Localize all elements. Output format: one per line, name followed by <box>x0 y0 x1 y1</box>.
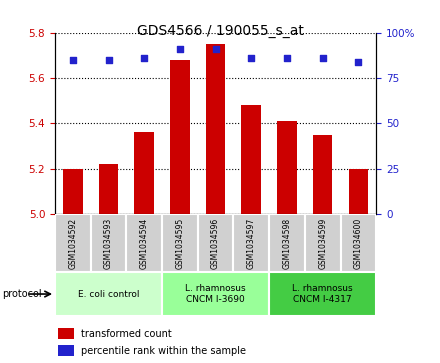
Bar <box>91 214 126 272</box>
Text: protocol: protocol <box>2 289 42 299</box>
Bar <box>242 105 261 214</box>
Bar <box>134 132 154 214</box>
Bar <box>206 44 225 214</box>
Bar <box>55 214 91 272</box>
Bar <box>55 272 162 316</box>
Text: transformed count: transformed count <box>81 329 172 339</box>
Point <box>248 55 255 61</box>
Bar <box>269 214 305 272</box>
Bar <box>313 135 333 214</box>
Bar <box>348 169 368 214</box>
Bar <box>198 214 234 272</box>
Point <box>319 55 326 61</box>
Bar <box>63 169 83 214</box>
Text: GSM1034592: GSM1034592 <box>68 218 77 269</box>
Point <box>141 55 148 61</box>
Bar <box>269 272 376 316</box>
Point <box>355 59 362 65</box>
Bar <box>341 214 376 272</box>
Point <box>283 55 290 61</box>
Bar <box>162 272 269 316</box>
Text: GSM1034599: GSM1034599 <box>318 217 327 269</box>
Text: GSM1034596: GSM1034596 <box>211 217 220 269</box>
Text: GSM1034597: GSM1034597 <box>247 217 256 269</box>
Bar <box>58 345 74 356</box>
Bar <box>305 214 341 272</box>
Point <box>105 57 112 63</box>
Text: GSM1034600: GSM1034600 <box>354 217 363 269</box>
Text: GSM1034593: GSM1034593 <box>104 217 113 269</box>
Bar <box>58 328 74 339</box>
Bar <box>99 164 118 214</box>
Text: GDS4566 / 190055_s_at: GDS4566 / 190055_s_at <box>136 24 304 38</box>
Text: E. coli control: E. coli control <box>78 290 139 298</box>
Text: GSM1034594: GSM1034594 <box>140 217 149 269</box>
Text: percentile rank within the sample: percentile rank within the sample <box>81 346 246 356</box>
Point <box>70 57 77 63</box>
Point <box>212 46 219 52</box>
Bar <box>162 214 198 272</box>
Bar <box>170 60 190 214</box>
Bar <box>234 214 269 272</box>
Text: GSM1034595: GSM1034595 <box>176 217 184 269</box>
Bar <box>126 214 162 272</box>
Point <box>176 46 183 52</box>
Bar <box>277 121 297 214</box>
Text: GSM1034598: GSM1034598 <box>282 218 291 269</box>
Text: L. rhamnosus
CNCM I-3690: L. rhamnosus CNCM I-3690 <box>185 284 246 304</box>
Text: L. rhamnosus
CNCM I-4317: L. rhamnosus CNCM I-4317 <box>292 284 353 304</box>
